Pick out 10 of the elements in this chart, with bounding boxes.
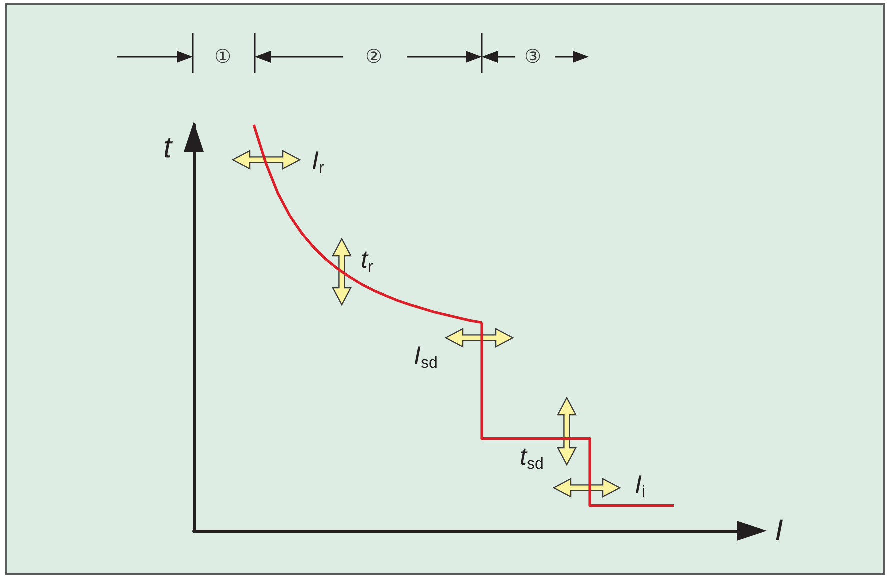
annotation: I$_{r}$ [312,147,325,177]
text: ① [214,46,232,68]
text: ② [365,46,383,68]
y-axis-title: t [164,132,174,164]
annotation: I$_{sd}$ [414,342,438,372]
text: ③ [524,46,542,68]
annotation: I$_{i}$ [635,471,646,501]
annotation: t$_{sd}$ [520,443,544,473]
annotation: t$_{r}$ [361,246,374,276]
x-axis-title: I [775,514,784,548]
